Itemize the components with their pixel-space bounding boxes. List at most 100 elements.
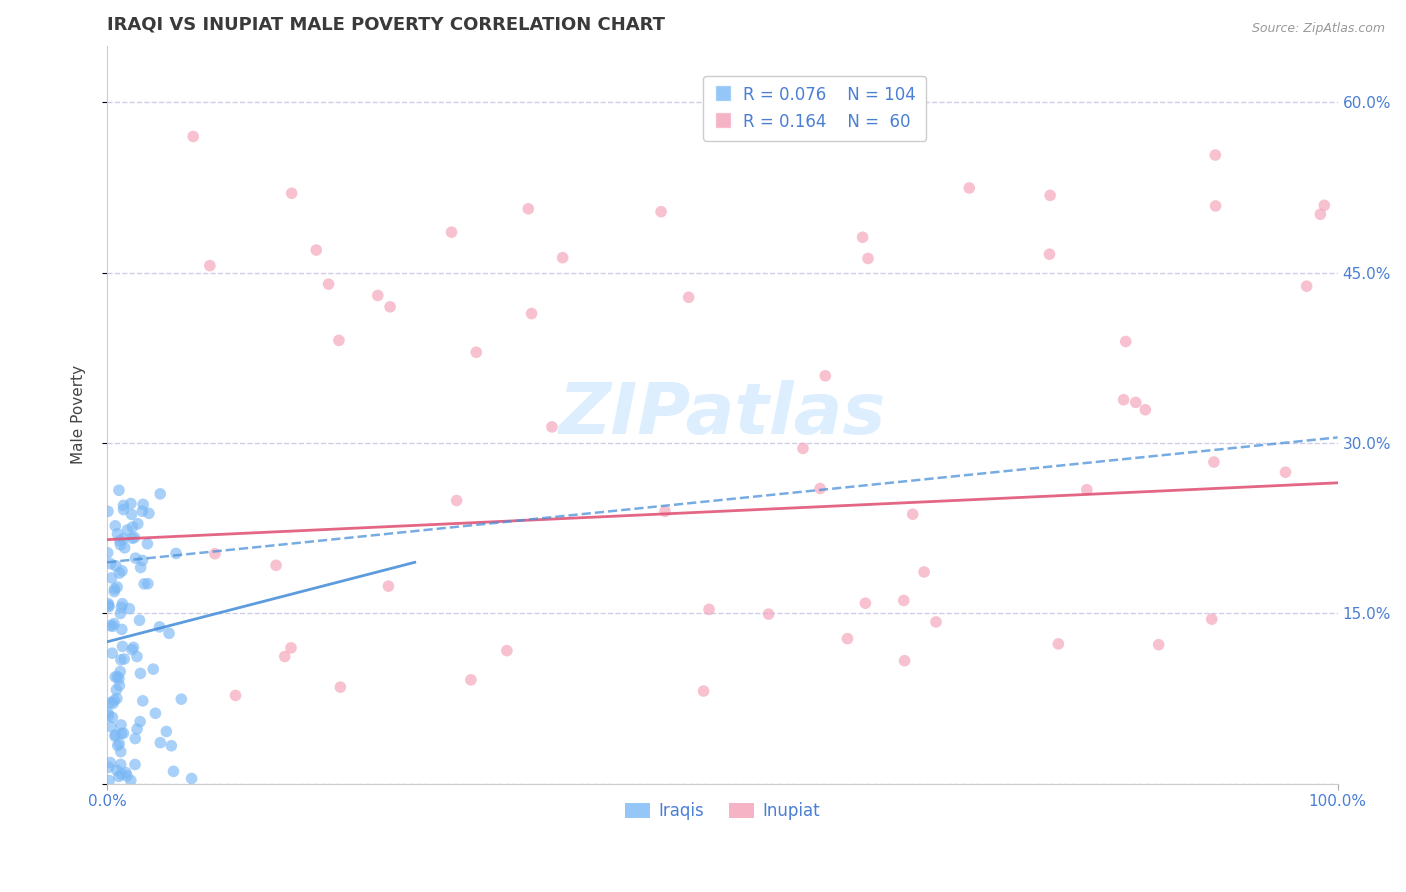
- Point: [198, 259, 221, 273]
- Point: [145, 706, 167, 721]
- Point: [170, 692, 193, 706]
- Point: [129, 714, 152, 729]
- Point: [110, 665, 132, 679]
- Point: [855, 596, 877, 610]
- Point: [110, 600, 132, 615]
- Point: [520, 307, 543, 321]
- Point: [121, 508, 143, 522]
- Point: [654, 504, 676, 518]
- Point: [121, 531, 143, 545]
- Point: [105, 682, 128, 697]
- Point: [138, 506, 160, 520]
- Text: Source: ZipAtlas.com: Source: ZipAtlas.com: [1251, 22, 1385, 36]
- Point: [134, 577, 156, 591]
- Point: [1147, 638, 1170, 652]
- Point: [496, 643, 519, 657]
- Point: [142, 662, 165, 676]
- Point: [98, 618, 121, 632]
- Point: [318, 277, 340, 292]
- Point: [105, 691, 128, 706]
- Point: [837, 632, 859, 646]
- Point: [105, 580, 128, 594]
- Point: [100, 571, 122, 585]
- Point: [149, 487, 172, 501]
- Point: [129, 666, 152, 681]
- Point: [465, 345, 488, 359]
- Point: [446, 493, 468, 508]
- Point: [108, 533, 131, 548]
- Point: [104, 558, 127, 573]
- Point: [108, 483, 131, 498]
- Point: [122, 640, 145, 655]
- Point: [180, 772, 202, 786]
- Point: [104, 729, 127, 743]
- Point: [120, 773, 142, 788]
- Point: [148, 620, 170, 634]
- Point: [124, 551, 146, 566]
- Point: [367, 288, 389, 302]
- Text: IRAQI VS INUPIAT MALE POVERTY CORRELATION CHART: IRAQI VS INUPIAT MALE POVERTY CORRELATIO…: [107, 15, 665, 33]
- Point: [305, 243, 328, 257]
- Point: [204, 547, 226, 561]
- Point: [112, 499, 135, 513]
- Point: [121, 642, 143, 657]
- Point: [110, 745, 132, 759]
- Point: [97, 504, 120, 518]
- Point: [125, 649, 148, 664]
- Point: [101, 646, 124, 660]
- Point: [280, 640, 302, 655]
- Point: [97, 708, 120, 723]
- Point: [115, 765, 138, 780]
- Point: [100, 557, 122, 571]
- Point: [97, 706, 120, 720]
- Point: [792, 442, 814, 456]
- Point: [110, 607, 132, 621]
- Point: [132, 694, 155, 708]
- Point: [100, 720, 122, 734]
- Point: [165, 546, 187, 560]
- Point: [692, 684, 714, 698]
- Point: [124, 757, 146, 772]
- Point: [125, 722, 148, 736]
- Point: [1076, 483, 1098, 497]
- Point: [808, 482, 831, 496]
- Point: [107, 739, 129, 753]
- Point: [280, 186, 302, 201]
- Point: [112, 502, 135, 516]
- Point: [157, 626, 180, 640]
- Point: [1201, 612, 1223, 626]
- Point: [111, 564, 134, 578]
- Point: [1295, 279, 1317, 293]
- Point: [274, 649, 297, 664]
- Point: [112, 532, 135, 546]
- Point: [105, 670, 128, 684]
- Point: [1115, 334, 1137, 349]
- Point: [111, 597, 134, 611]
- Point: [110, 726, 132, 740]
- Point: [132, 497, 155, 511]
- Point: [103, 616, 125, 631]
- Text: ZIPatlas: ZIPatlas: [558, 380, 886, 450]
- Point: [97, 599, 120, 614]
- Point: [136, 576, 159, 591]
- Point: [129, 560, 152, 574]
- Point: [328, 334, 350, 348]
- Point: [1274, 465, 1296, 479]
- Point: [108, 672, 131, 686]
- Point: [957, 181, 980, 195]
- Point: [110, 538, 132, 552]
- Point: [97, 599, 120, 613]
- Point: [110, 757, 132, 772]
- Point: [1125, 395, 1147, 409]
- Point: [110, 718, 132, 732]
- Point: [104, 728, 127, 742]
- Point: [678, 290, 700, 304]
- Point: [110, 767, 132, 781]
- Point: [121, 520, 143, 534]
- Point: [101, 710, 124, 724]
- Point: [108, 566, 131, 580]
- Point: [162, 764, 184, 779]
- Point: [893, 593, 915, 607]
- Point: [128, 613, 150, 627]
- Point: [378, 300, 401, 314]
